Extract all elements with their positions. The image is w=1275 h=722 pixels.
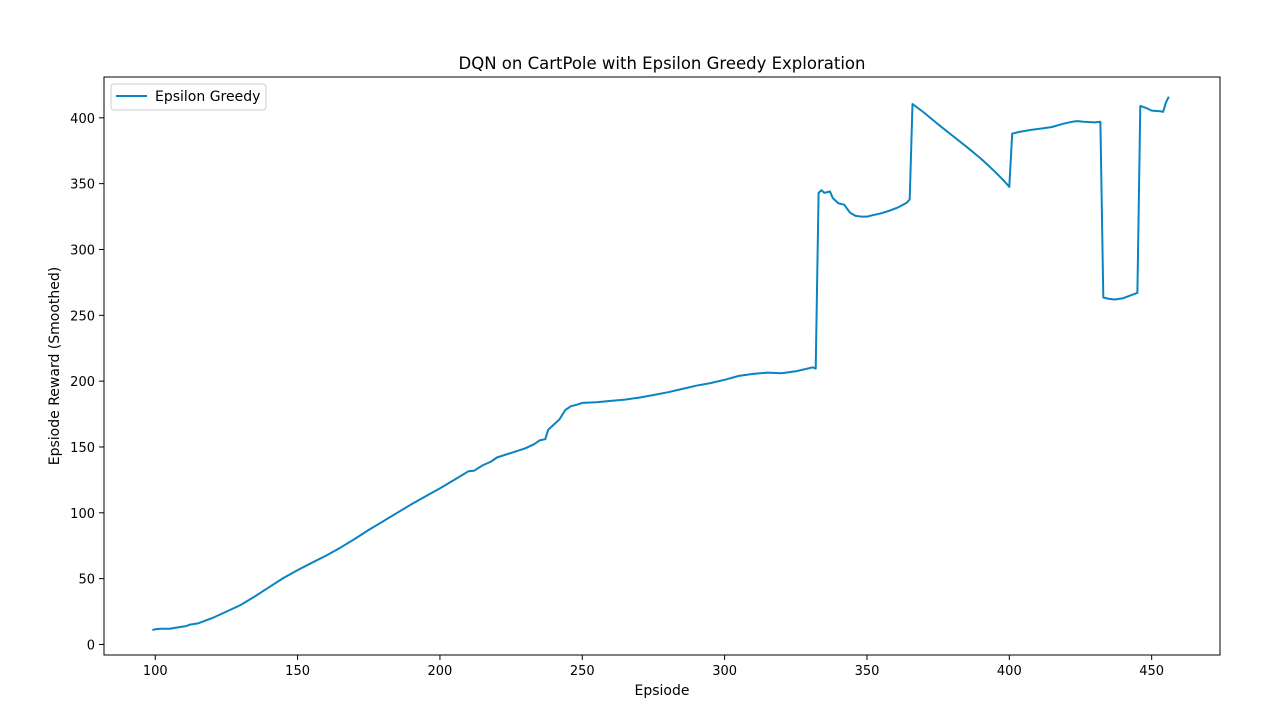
y-axis-ticks: 0 50 100 150 200 250 300 350 400 <box>70 112 104 653</box>
x-tick-label: 200 <box>428 664 453 679</box>
y-tick-label: 300 <box>70 243 95 258</box>
legend-label: Epsilon Greedy <box>155 89 260 105</box>
legend: Epsilon Greedy <box>110 83 267 111</box>
x-tick-label: 450 <box>1139 664 1164 679</box>
x-tick-label: 400 <box>997 664 1022 679</box>
y-tick-label: 50 <box>78 573 95 588</box>
x-axis-ticks: 100 150 200 250 300 350 400 450 <box>143 655 1164 679</box>
x-tick-label: 300 <box>712 664 737 679</box>
chart-title: DQN on CartPole with Epsilon Greedy Expl… <box>459 54 866 73</box>
x-tick-label: 150 <box>285 664 310 679</box>
y-tick-label: 250 <box>70 309 95 324</box>
y-tick-label: 200 <box>70 375 95 390</box>
series-line-epsilon-greedy <box>152 96 1170 631</box>
y-tick-label: 350 <box>70 178 95 193</box>
plot-series-group <box>152 96 1170 631</box>
x-tick-label: 100 <box>143 664 168 679</box>
plot-frame <box>103 76 1221 656</box>
legend-box <box>110 83 267 111</box>
x-axis-label: Epsiode <box>635 683 690 699</box>
y-axis-label: Epsiode Reward (Smoothed) <box>47 267 63 465</box>
y-tick-label: 400 <box>70 112 95 127</box>
x-tick-label: 350 <box>855 664 880 679</box>
y-tick-label: 100 <box>70 507 95 522</box>
y-tick-label: 150 <box>70 441 95 456</box>
y-tick-label: 0 <box>87 638 95 653</box>
x-tick-label: 250 <box>570 664 595 679</box>
